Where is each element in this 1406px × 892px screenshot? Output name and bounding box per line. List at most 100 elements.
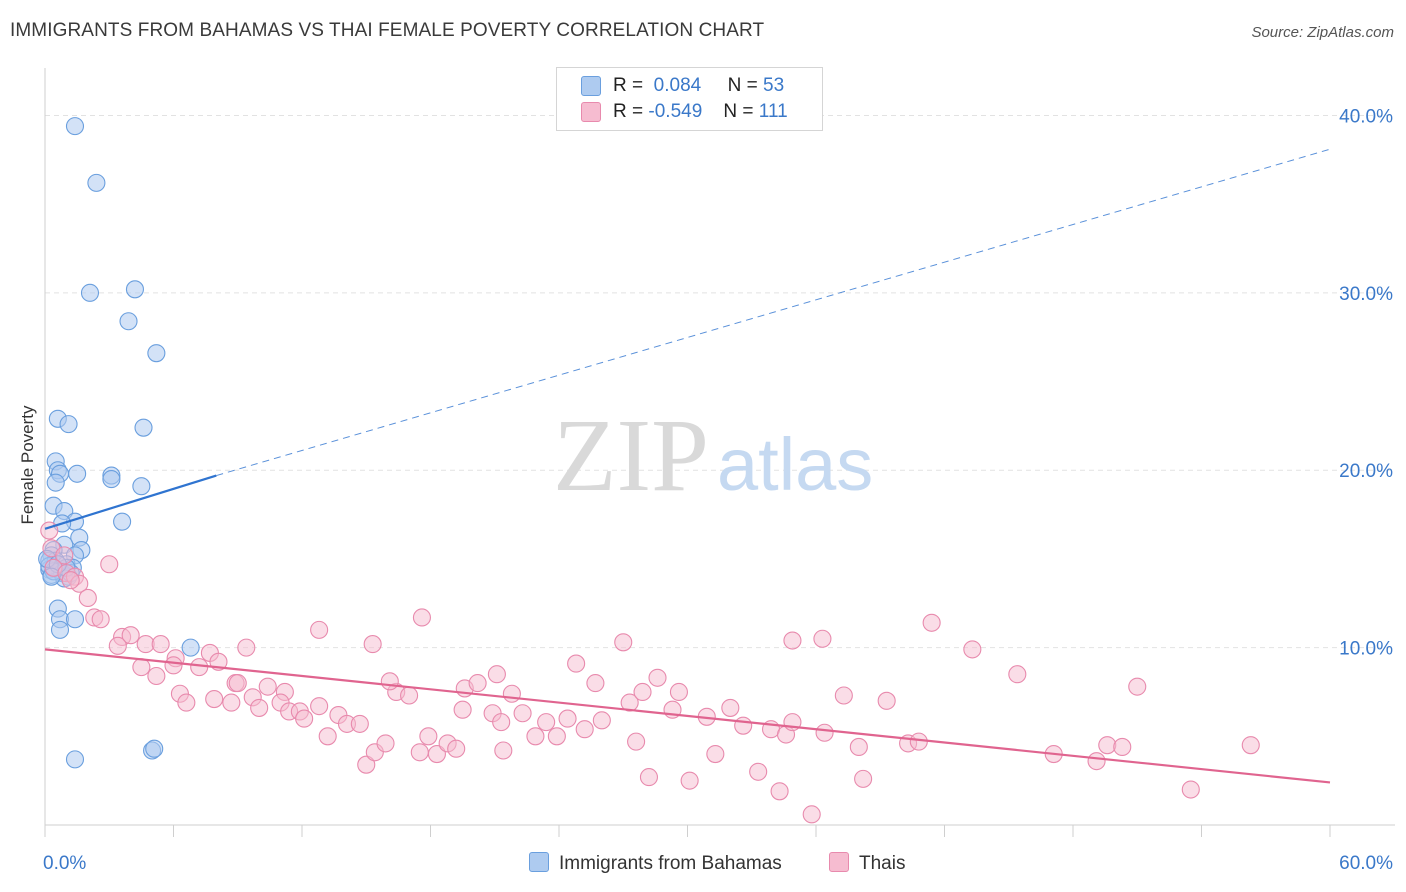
- data-point-bahamas: [145, 739, 164, 758]
- data-point-thais: [91, 610, 110, 629]
- data-point-thais: [770, 782, 789, 801]
- x-tick-label: 0.0%: [43, 853, 86, 874]
- data-point-thais: [250, 698, 269, 717]
- data-point-thais: [310, 620, 329, 639]
- data-point-thais: [468, 674, 487, 693]
- data-point-thais: [854, 769, 873, 788]
- bottom-legend-thais: Thais: [829, 852, 905, 875]
- legend-r-value: 0.084: [653, 75, 702, 96]
- data-point-thais: [258, 677, 277, 696]
- data-point-thais: [815, 723, 834, 742]
- correlation-legend: R = 0.084 N = 53 R = -0.549 N = 111: [556, 67, 823, 131]
- data-point-thais: [412, 608, 431, 627]
- legend-swatch-thais: [581, 102, 601, 122]
- data-point-thais: [849, 737, 868, 757]
- data-point-thais: [669, 682, 688, 702]
- data-point-thais: [222, 693, 241, 712]
- legend-n-value: 111: [758, 101, 788, 122]
- y-tick-label: 20.0%: [1339, 461, 1393, 482]
- data-point-thais: [100, 555, 119, 574]
- axes: [44, 68, 1395, 837]
- data-point-thais: [1181, 780, 1200, 799]
- watermark: ZIP atlas: [553, 398, 873, 513]
- data-point-thais: [620, 693, 639, 712]
- data-point-thais: [108, 636, 127, 655]
- legend-r-label: R =: [613, 75, 644, 96]
- legend-n-label: N =: [723, 101, 754, 122]
- data-point-thais: [1098, 736, 1117, 755]
- data-point-thais: [410, 743, 429, 762]
- data-point-thais: [922, 613, 941, 632]
- data-point-bahamas: [119, 312, 138, 331]
- data-point-thais: [706, 744, 725, 764]
- bottom-legend-swatch-thais: [829, 852, 849, 872]
- data-point-thais: [350, 714, 369, 733]
- trend-lines: [44, 148, 1331, 784]
- data-point-thais: [648, 668, 667, 687]
- data-point-thais: [614, 633, 633, 652]
- data-point-thais: [513, 704, 532, 723]
- data-point-thais: [567, 654, 586, 673]
- trend-line-thais: [44, 648, 1331, 784]
- watermark-zip: ZIP: [553, 398, 709, 513]
- data-point-thais: [121, 626, 140, 645]
- data-point-thais: [147, 666, 166, 686]
- series-thais-points: [40, 521, 1260, 824]
- data-point-bahamas: [125, 280, 144, 299]
- data-point-thais: [427, 744, 446, 764]
- data-point-thais: [419, 727, 438, 746]
- trend-line-bahamas-extrapolated: [216, 148, 1331, 477]
- data-point-thais: [205, 690, 224, 709]
- data-point-thais: [1241, 736, 1260, 755]
- data-point-bahamas: [65, 117, 85, 136]
- y-tick-label: 40.0%: [1339, 106, 1393, 127]
- tick-labels: 10.0% 20.0% 30.0% 40.0% 0.0% 60.0%: [43, 106, 1393, 874]
- data-point-thais: [376, 734, 395, 753]
- data-point-thais: [55, 546, 74, 565]
- y-tick-label: 10.0%: [1339, 639, 1393, 660]
- data-point-bahamas: [65, 610, 85, 629]
- data-point-thais: [586, 674, 605, 693]
- data-point-thais: [680, 771, 699, 790]
- data-point-thais: [487, 665, 506, 684]
- data-point-thais: [1087, 752, 1106, 771]
- data-point-thais: [1008, 665, 1027, 684]
- legend-n-value: 53: [763, 75, 785, 96]
- data-point-thais: [1128, 677, 1147, 696]
- data-point-bahamas: [80, 283, 100, 302]
- data-point-thais: [963, 640, 982, 659]
- data-point-thais: [639, 768, 659, 787]
- data-point-thais: [575, 720, 594, 739]
- y-axis-label: Female Poverty: [18, 405, 37, 525]
- trend-line-bahamas: [44, 474, 217, 530]
- data-point-thais: [400, 686, 419, 705]
- data-point-thais: [357, 755, 376, 774]
- data-point-thais: [164, 656, 183, 675]
- data-point-thais: [363, 635, 382, 654]
- data-point-bahamas: [46, 473, 65, 492]
- data-point-thais: [633, 682, 652, 702]
- legend-r-label: R =: [613, 101, 644, 122]
- data-point-bahamas: [50, 620, 70, 639]
- data-point-bahamas: [147, 344, 166, 363]
- legend-r-value: -0.549: [648, 101, 703, 122]
- data-point-thais: [494, 741, 513, 760]
- data-point-bahamas: [132, 477, 151, 496]
- bottom-legend-bahamas: Immigrants from Bahamas: [529, 852, 782, 875]
- data-point-thais: [132, 658, 151, 677]
- data-point-thais: [310, 697, 329, 716]
- x-tick-label: 60.0%: [1339, 853, 1393, 874]
- data-point-thais: [151, 635, 170, 654]
- data-point-thais: [749, 762, 768, 781]
- data-point-thais: [802, 805, 821, 824]
- data-point-thais: [380, 672, 399, 691]
- y-tick-label: 30.0%: [1339, 284, 1393, 305]
- data-point-thais: [492, 713, 511, 732]
- data-point-thais: [834, 686, 853, 705]
- data-point-thais: [734, 716, 753, 735]
- gridlines: [45, 114, 1395, 649]
- bottom-legend-swatch-bahamas: [529, 852, 549, 872]
- data-point-bahamas: [65, 750, 85, 769]
- data-point-thais: [537, 713, 556, 732]
- data-point-bahamas: [181, 638, 200, 657]
